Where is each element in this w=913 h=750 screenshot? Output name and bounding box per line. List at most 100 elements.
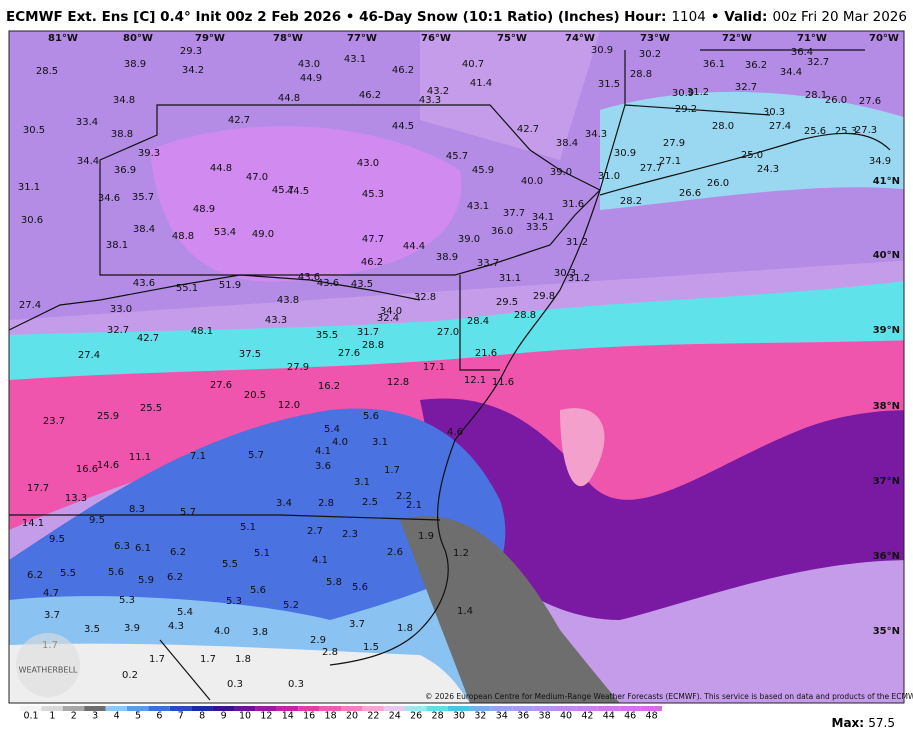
- lat-label: 39°N: [873, 325, 900, 336]
- colorbar-tick: 6: [156, 711, 162, 722]
- snow-value: 7.1: [190, 451, 206, 462]
- field-cyan: [9, 281, 904, 395]
- snow-value: 5.1: [254, 548, 270, 559]
- snow-value: 3.8: [252, 627, 268, 638]
- snow-value: 46.2: [359, 90, 381, 101]
- snow-value: 12.0: [278, 400, 300, 411]
- snow-value: 45.9: [472, 165, 494, 176]
- snow-value: 28.8: [630, 69, 652, 80]
- snow-value: 43.0: [357, 158, 379, 169]
- colorbar-swatch: [362, 706, 384, 711]
- snow-value: 3.7: [349, 619, 365, 630]
- hour: 1104: [671, 9, 705, 25]
- colorbar-tick: 28: [432, 711, 444, 722]
- lon-label: 72°W: [722, 33, 752, 44]
- snow-value: 2.7: [307, 526, 323, 537]
- snow-value: 5.7: [248, 450, 264, 461]
- snow-value: 1.7: [384, 465, 400, 476]
- snow-value: 51.9: [219, 280, 241, 291]
- snow-value: 6.2: [170, 547, 186, 558]
- snow-value: 28.1: [805, 90, 827, 101]
- snow-value: 35.7: [132, 192, 154, 203]
- snow-value: 46.2: [361, 257, 383, 268]
- colorbar-swatch: [20, 706, 42, 711]
- snow-value: 2.8: [322, 647, 338, 658]
- colorbar-swatch: [533, 706, 555, 711]
- snow-value: 32.7: [107, 325, 129, 336]
- lon-label: 74°W: [565, 33, 595, 44]
- snow-value: 31.2: [566, 237, 588, 248]
- snow-value: 29.5: [496, 297, 518, 308]
- snow-value: 48.1: [191, 326, 213, 337]
- snow-value: 28.8: [514, 310, 536, 321]
- snow-value: 44.4: [403, 241, 425, 252]
- snow-value: 42.7: [517, 124, 539, 135]
- snow-value: 43.5: [351, 279, 373, 290]
- snow-value: 25.6: [804, 126, 826, 137]
- snow-value: 5.5: [60, 568, 76, 579]
- snow-value: 36.9: [114, 165, 136, 176]
- snow-value: 40.0: [521, 176, 543, 187]
- snow-value: 36.0: [491, 226, 513, 237]
- logo-mark: [16, 633, 80, 697]
- snow-value: 17.7: [27, 483, 49, 494]
- snow-value: 43.3: [419, 95, 441, 106]
- snow-value: 29.8: [533, 291, 555, 302]
- colorbar-tick: 7: [178, 711, 184, 722]
- snow-value: 4.0: [214, 626, 230, 637]
- snow-value: 29.2: [675, 104, 697, 115]
- snow-value: 45.7: [272, 185, 294, 196]
- coastline: [329, 189, 601, 666]
- snow-value: 5.4: [324, 424, 340, 435]
- snow-value: 31.0: [598, 171, 620, 182]
- snow-value: 34.4: [77, 156, 99, 167]
- snow-value: 25.9: [97, 411, 119, 422]
- snow-value: 35.5: [316, 330, 338, 341]
- snow-value: 24.3: [757, 164, 779, 175]
- snow-value: 30.3: [554, 268, 576, 279]
- snow-value: 4.7: [43, 588, 59, 599]
- snow-value: 43.6: [133, 278, 155, 289]
- snow-value: 12.1: [464, 375, 486, 386]
- snow-value: 44.8: [278, 93, 300, 104]
- snow-value: 2.3: [342, 529, 358, 540]
- snow-value: 43.0: [298, 59, 320, 70]
- colorbar-tick: 24: [389, 711, 401, 722]
- max-value: 57.5: [868, 716, 895, 730]
- snow-value: 34.2: [182, 65, 204, 76]
- snow-value: 33.4: [76, 117, 98, 128]
- colorbar-tick: 10: [239, 711, 251, 722]
- snow-value: 43.3: [265, 315, 287, 326]
- snow-value: 45.7: [446, 151, 468, 162]
- colorbar-tick: 22: [367, 711, 379, 722]
- lon-label: 80°W: [123, 33, 153, 44]
- snow-value: 27.4: [769, 121, 791, 132]
- colorbar-tick: 0.1: [23, 711, 38, 722]
- snow-value: 1.7: [200, 654, 216, 665]
- lon-label: 79°W: [195, 33, 225, 44]
- colorbar-tick: 38: [539, 711, 551, 722]
- snow-value: 4.1: [315, 446, 331, 457]
- snow-value: 3.7: [44, 610, 60, 621]
- snow-value: 45.3: [362, 189, 384, 200]
- state-border: [9, 274, 421, 331]
- colorbar-tick: 2: [71, 711, 77, 722]
- snow-value: 30.5: [23, 125, 45, 136]
- snow-value: 1.9: [418, 531, 434, 542]
- colorbar-tick: 42: [581, 711, 593, 722]
- colorbar-swatch: [105, 706, 127, 711]
- snow-value: 5.6: [108, 567, 124, 578]
- snow-value: 26.6: [679, 188, 701, 199]
- snow-value: 32.7: [807, 57, 829, 68]
- snow-value: 28.2: [620, 196, 642, 207]
- snow-value: 16.2: [318, 381, 340, 392]
- snow-value: 31.2: [687, 87, 709, 98]
- lat-label: 38°N: [873, 401, 900, 412]
- colorbar-swatch: [555, 706, 577, 711]
- state-border: [9, 514, 441, 521]
- colorbar-swatch: [41, 706, 63, 711]
- snow-value: 27.1: [659, 156, 681, 167]
- snow-value: 2.5: [362, 497, 378, 508]
- lon-label: 76°W: [421, 33, 451, 44]
- colorbar-tick: 30: [453, 711, 465, 722]
